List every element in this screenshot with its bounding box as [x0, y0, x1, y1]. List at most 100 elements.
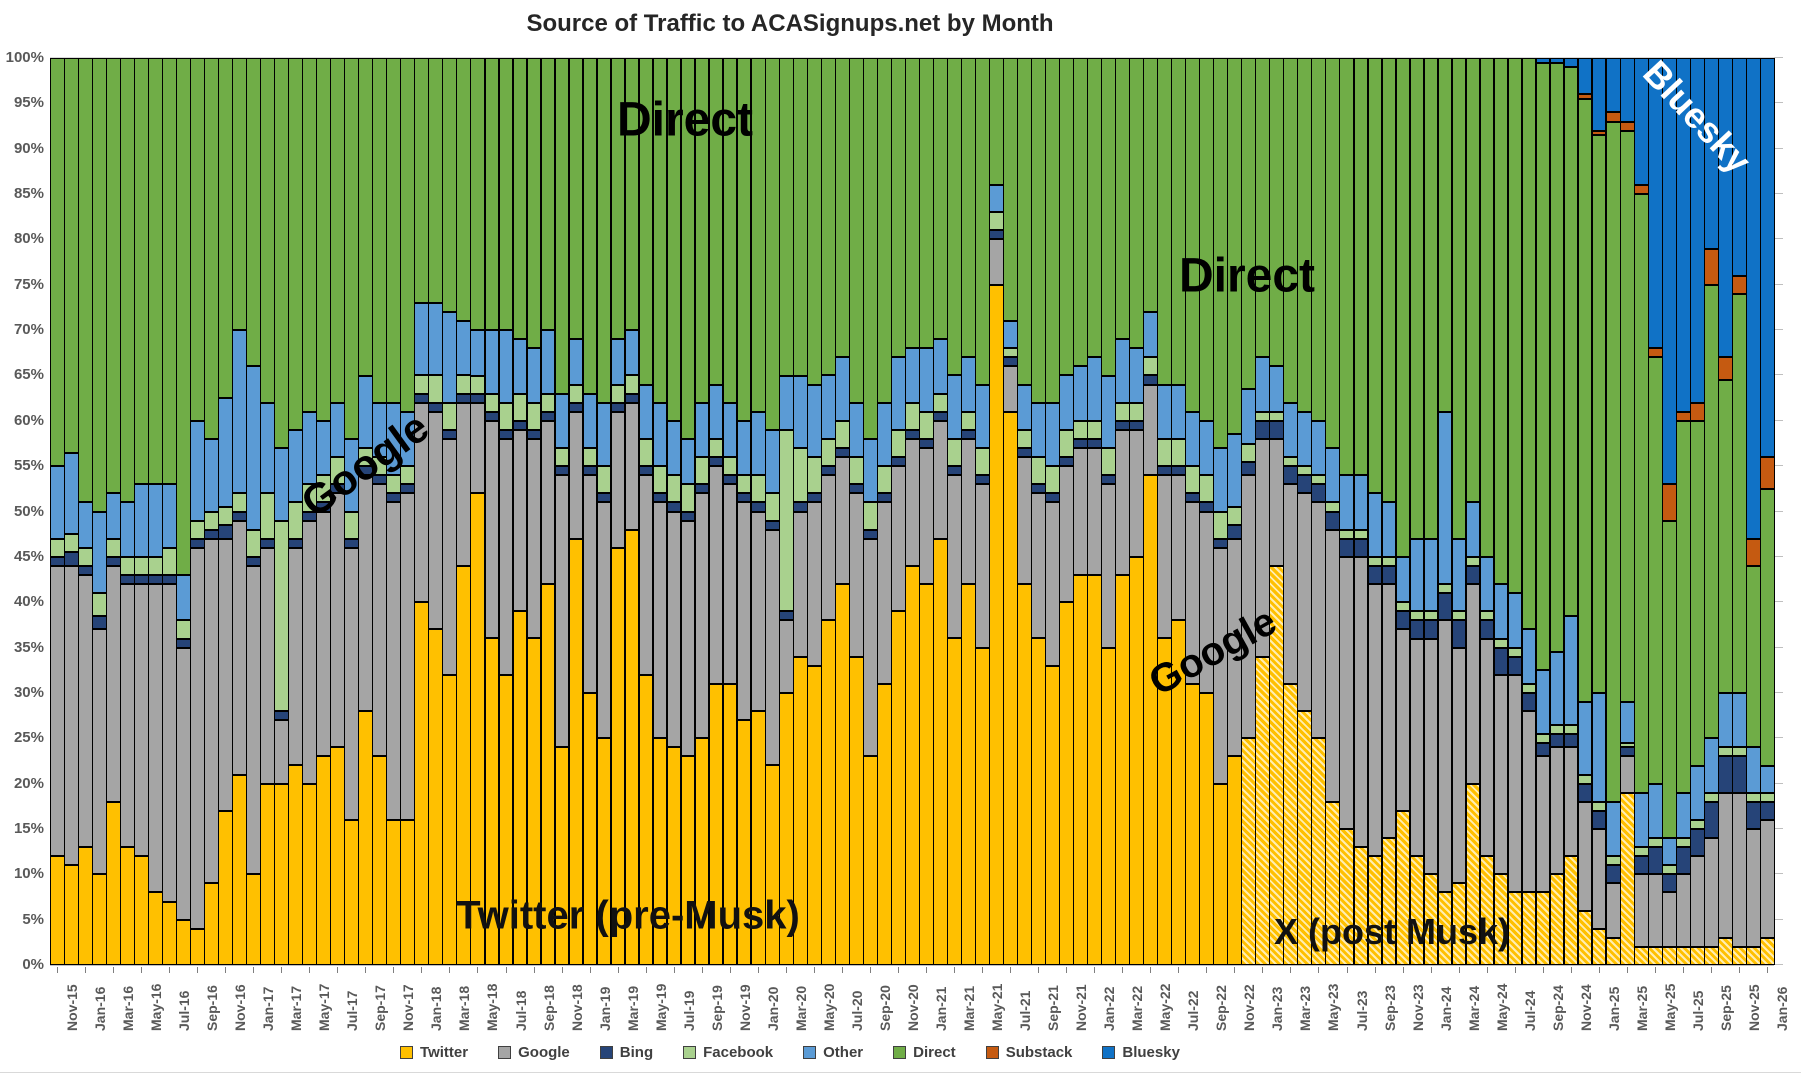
segment-bing	[848, 484, 864, 494]
x-axis-label: Mar-18	[456, 985, 473, 1031]
bar-Aug-25	[1689, 58, 1705, 965]
x-axis-label: Mar-25	[1633, 985, 1650, 1031]
segment-google	[1605, 883, 1621, 938]
segment-twitter	[134, 856, 149, 965]
segment-other	[190, 420, 205, 521]
bar-Dec-24	[1577, 58, 1593, 965]
segment-other	[806, 384, 822, 458]
segment-bluesky	[1759, 58, 1775, 458]
segment-other	[1563, 615, 1579, 725]
segment-bing	[92, 615, 107, 630]
segment-google	[1689, 856, 1705, 947]
segment-bing	[540, 411, 556, 421]
segment-bing	[1577, 783, 1593, 802]
segment-other	[1199, 420, 1215, 476]
segment-bing	[1493, 647, 1509, 675]
legend-swatch-direct	[893, 1046, 907, 1059]
segment-bing	[568, 402, 584, 412]
segment-facebook	[1185, 466, 1201, 494]
x-axis-label: Mar-20	[792, 985, 809, 1031]
right-axis-tick	[1774, 964, 1783, 965]
segment-facebook	[736, 475, 752, 494]
segment-bing	[176, 638, 191, 648]
bar-Sep-21	[1031, 58, 1046, 965]
segment-other	[1437, 411, 1453, 585]
segment-bing	[1731, 756, 1747, 793]
segment-bing	[134, 575, 149, 585]
segment-direct	[344, 58, 360, 439]
segment-bing	[1605, 865, 1621, 884]
segment-direct	[1395, 58, 1411, 557]
segment-substack	[1717, 357, 1733, 381]
x-axis-label: Mar-22	[1129, 985, 1146, 1031]
x-axis-tick	[1206, 967, 1208, 973]
x-axis-tick	[1710, 967, 1712, 973]
segment-bing	[1563, 733, 1579, 748]
segment-other	[260, 402, 275, 494]
bar-Feb-25	[1605, 58, 1621, 965]
segment-bing	[274, 711, 289, 721]
segment-google	[386, 502, 402, 820]
y-axis-label: 20%	[13, 774, 44, 792]
segment-direct	[1339, 58, 1355, 476]
segment-google	[947, 475, 962, 639]
x-axis-label: Nov-24	[1577, 984, 1594, 1031]
legend-label: Direct	[913, 1044, 956, 1061]
x-axis-label: Jan-26	[1773, 986, 1790, 1031]
bar-Jun-22	[1157, 58, 1172, 965]
segment-twitter-post-musk	[1577, 910, 1593, 965]
segment-substack	[1689, 402, 1705, 421]
bar-Feb-18	[428, 58, 444, 965]
segment-google	[162, 584, 177, 902]
legend-item-direct: Direct	[893, 1044, 956, 1061]
segment-google	[1591, 828, 1607, 929]
x-axis-label: Mar-19	[624, 985, 641, 1031]
segment-bing	[862, 529, 878, 539]
segment-direct	[596, 58, 612, 403]
segment-direct	[820, 58, 836, 376]
segment-bluesky	[1605, 58, 1621, 113]
segment-direct	[1563, 67, 1579, 616]
segment-other	[134, 484, 149, 557]
x-axis-label: Jan-25	[1605, 986, 1622, 1031]
segment-other	[1073, 366, 1088, 421]
segment-google	[50, 565, 65, 857]
annotation-twitter-pre-musk: Twitter (pre-Musk)	[456, 893, 800, 938]
bar-Jul-21	[1003, 58, 1018, 965]
bar-Sep-17	[358, 58, 374, 965]
bar-Jan-26	[1759, 58, 1775, 965]
x-axis-label: Nov-16	[232, 984, 249, 1031]
x-axis-label: Jan-22	[1101, 986, 1118, 1031]
x-axis-label: May-21	[989, 983, 1006, 1031]
segment-direct	[498, 58, 514, 331]
segment-bing	[1269, 420, 1285, 439]
x-axis-tick	[1150, 967, 1152, 973]
segment-bluesky	[1745, 58, 1761, 539]
segment-facebook	[638, 438, 654, 467]
x-axis-tick	[1262, 967, 1264, 973]
segment-facebook	[1213, 511, 1229, 539]
right-axis-tick	[1774, 691, 1783, 693]
segment-direct	[1255, 58, 1271, 358]
segment-facebook	[1675, 838, 1691, 848]
segment-substack	[1647, 348, 1663, 358]
segment-google	[1283, 484, 1299, 684]
segment-direct	[890, 58, 906, 358]
segment-bing	[1059, 457, 1074, 467]
segment-google	[260, 547, 275, 784]
segment-facebook	[148, 556, 163, 576]
segment-direct	[1549, 62, 1565, 653]
x-axis-label: Mar-21	[961, 985, 978, 1031]
x-axis-label: Jul-24	[1521, 990, 1538, 1031]
segment-bing	[764, 520, 780, 530]
segment-twitter	[1087, 575, 1102, 965]
segment-google	[288, 547, 303, 766]
segment-direct	[1619, 130, 1635, 702]
segment-direct	[1269, 58, 1285, 367]
segment-twitter	[1045, 665, 1060, 965]
segment-google	[1157, 475, 1172, 639]
segment-twitter	[820, 620, 836, 965]
segment-twitter-post-musk	[1647, 946, 1663, 965]
segment-bing	[778, 611, 794, 621]
segment-other	[1381, 502, 1397, 557]
